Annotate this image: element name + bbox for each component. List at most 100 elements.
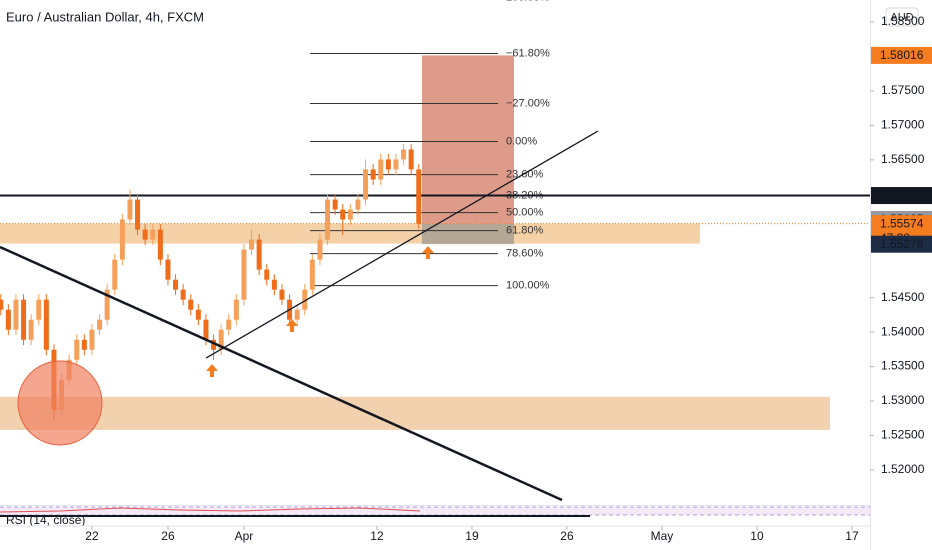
price-badge	[871, 187, 932, 205]
candle-body	[21, 299, 27, 340]
candle-body	[81, 339, 87, 350]
rsi-label: RSI (14, close)	[6, 513, 85, 527]
candle-body	[264, 269, 270, 280]
candle-body	[180, 289, 186, 300]
y-tick-label: 1.52500	[881, 428, 925, 442]
candle-body	[332, 199, 338, 210]
candle-body	[5, 309, 11, 330]
candle-body	[157, 229, 163, 260]
fib-label: 61.80%	[506, 225, 544, 237]
candle-body	[401, 149, 407, 160]
candle-body	[241, 249, 247, 300]
candle-body	[97, 319, 103, 330]
candle-body	[127, 199, 133, 220]
y-tick-label: 1.57000	[881, 118, 925, 132]
fib-label: 23.60%	[506, 169, 544, 181]
candle-body	[370, 169, 376, 180]
candle-body	[211, 339, 217, 350]
fib-label: 50.00%	[506, 207, 544, 219]
candle-body	[302, 289, 308, 310]
x-tick-label: 26	[560, 529, 574, 543]
x-tick-label: 12	[370, 529, 384, 543]
candle-body	[363, 169, 369, 200]
x-tick-label: 17	[845, 529, 859, 543]
y-tick-label: 1.52000	[881, 462, 925, 476]
candle-body	[74, 339, 80, 360]
arrow-up	[206, 364, 218, 377]
fib-label: 100.00%	[506, 280, 550, 292]
candle-body	[378, 159, 384, 180]
candle-body	[340, 209, 346, 220]
fib-label: 0.00%	[506, 135, 537, 147]
candle-body	[195, 309, 201, 320]
fib-label: 78.60%	[506, 248, 544, 260]
drawings-under: 100.00%−61.80%−27.00%0.00%23.60%38.20%50…	[0, 0, 830, 430]
candle-body	[325, 199, 331, 240]
candle-body	[104, 289, 110, 320]
candle-body	[355, 199, 361, 210]
candle-body	[43, 299, 49, 350]
fib-label: −27.00%	[506, 97, 550, 109]
candle-body	[188, 299, 194, 310]
candle-body	[408, 149, 414, 170]
y-tick-label: 1.58500	[881, 14, 925, 28]
y-tick-label: 1.53000	[881, 393, 925, 407]
candle-body	[89, 329, 95, 350]
x-tick-label: 10	[750, 529, 764, 543]
candle-body	[28, 319, 34, 340]
y-tick-label: 1.54000	[881, 324, 925, 338]
y-tick-label: 1.57500	[881, 83, 925, 97]
arrow-up	[422, 246, 434, 259]
candle-body	[256, 239, 262, 270]
price-badge	[871, 235, 932, 253]
candle-body	[385, 159, 391, 170]
rsi-band	[0, 507, 870, 515]
plot-area	[0, 130, 870, 502]
candle-body	[218, 329, 224, 350]
y-tick-label: 1.54500	[881, 290, 925, 304]
x-tick-label: Apr	[235, 529, 254, 543]
candle-body	[309, 259, 315, 290]
arrow-up	[286, 319, 298, 332]
price-badge-label: 1.55982	[880, 188, 924, 202]
candle-body	[249, 239, 255, 250]
candle-body	[233, 299, 239, 320]
candle-body	[279, 289, 285, 300]
candle-body	[112, 259, 118, 290]
candle-body	[119, 219, 125, 260]
candle-body	[347, 209, 353, 220]
candle-body	[416, 169, 422, 224]
rsi-pane: RSI (14, close)	[0, 505, 870, 527]
target-box	[422, 55, 514, 224]
candle-body	[393, 159, 399, 170]
candle-body	[0, 299, 4, 310]
candle-body	[150, 229, 156, 240]
candle-body	[271, 279, 277, 290]
y-tick-label: 1.53500	[881, 359, 925, 373]
y-tick-label: 1.56500	[881, 152, 925, 166]
fib-label: −61.80%	[506, 47, 550, 59]
candle-body	[135, 199, 141, 230]
x-tick-label: 26	[161, 529, 175, 543]
currency-badge[interactable]	[885, 7, 919, 27]
price-badge-label: 1.55276	[880, 237, 924, 251]
candle-body	[203, 319, 209, 340]
candle-body	[173, 279, 179, 290]
chart-title: Euro / Australian Dollar, 4h, FXCM	[6, 9, 204, 24]
x-tick-label: 19	[465, 529, 479, 543]
trend-line	[205, 130, 599, 359]
candle-body	[142, 229, 148, 240]
x-tick-label: 22	[85, 529, 99, 543]
stop-box	[422, 223, 514, 245]
candle-body	[36, 299, 42, 320]
candle-body	[294, 309, 300, 320]
support-zone	[0, 396, 830, 430]
fib-label: 100.00%	[506, 0, 550, 3]
price-badge-label: 1.58016	[880, 48, 924, 62]
rsi-line	[0, 507, 421, 513]
time-axis-bg	[0, 526, 932, 550]
currency-label: AUD	[890, 11, 913, 23]
candle-body	[13, 299, 19, 330]
